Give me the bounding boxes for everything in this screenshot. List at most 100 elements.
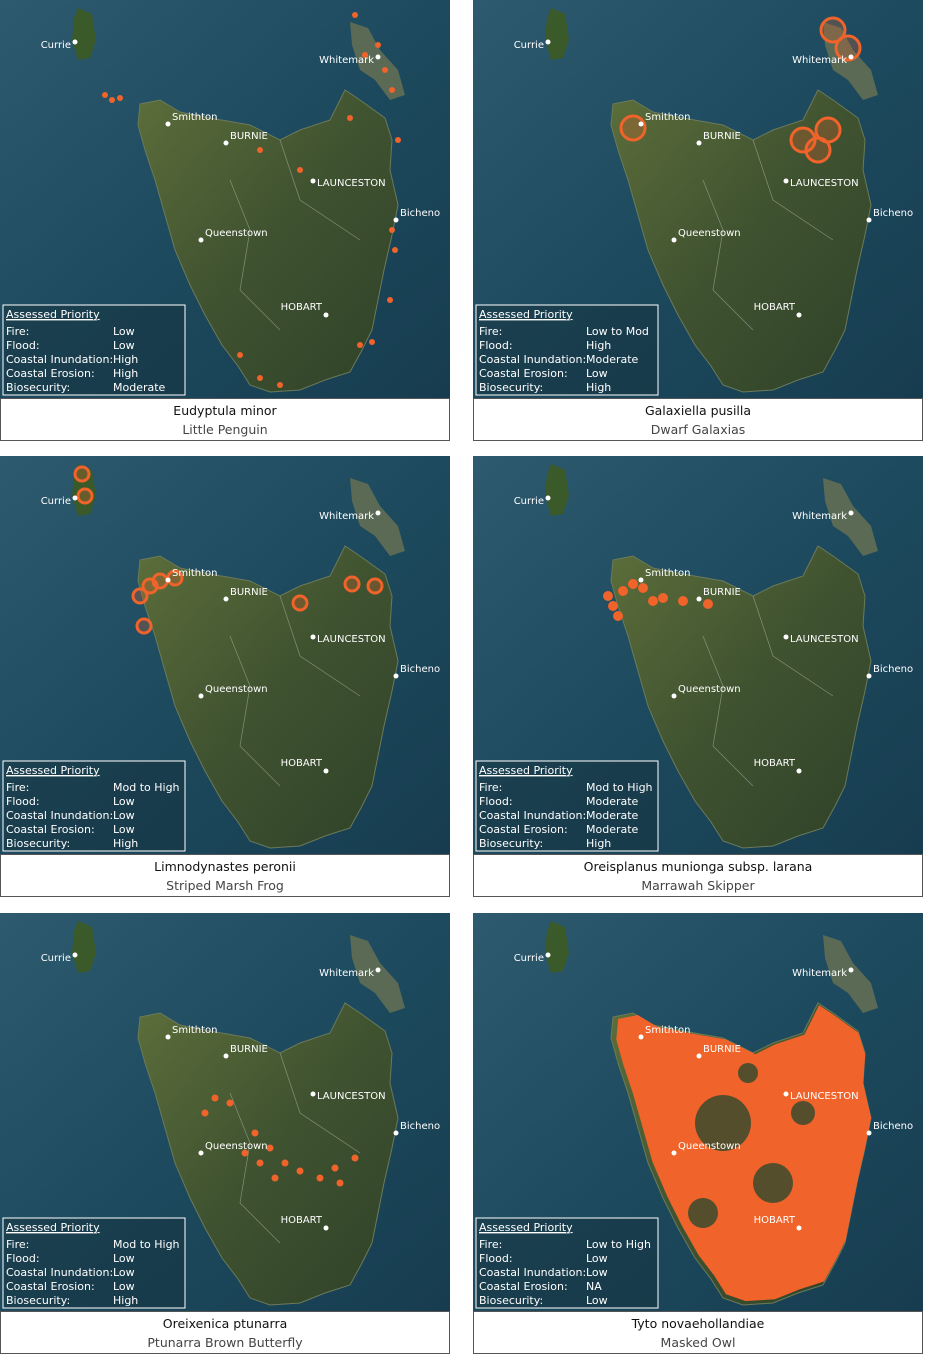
habitat-area [343, 575, 361, 593]
scientific-name: Oreixenica ptunarra [163, 1316, 288, 1331]
priority-value: Low [113, 795, 135, 808]
map-panel: Currie Whitemark Smithton BURNIE LAUNCESTON B… [473, 456, 923, 897]
priority-label: Biosecurity: [479, 837, 543, 850]
tasmania [137, 1002, 399, 1306]
caption-box [0, 398, 450, 441]
habitat-area [257, 147, 263, 153]
habitat-area [336, 1179, 344, 1187]
city-label: LAUNCESTON [790, 634, 859, 645]
common-name: Ptunarra Brown Butterfly [147, 1335, 303, 1350]
boundary [702, 139, 834, 331]
city-marker [638, 121, 644, 127]
city-label: Smithton [172, 568, 218, 579]
city-label: Bicheno [400, 664, 440, 675]
city-label: Currie [514, 953, 544, 964]
city-label: HOBART [281, 758, 323, 769]
city-label: Queenstown [678, 1141, 741, 1152]
priority-label: Coastal Erosion: [479, 823, 568, 836]
habitat-area [648, 596, 658, 606]
habitat-area [347, 115, 353, 121]
city-label: Smithton [645, 568, 691, 579]
priority-label: Coastal Inundation: [6, 353, 113, 366]
habitat-area [352, 12, 358, 18]
habitat-area [804, 136, 832, 164]
priority-label: Coastal Erosion: [6, 823, 95, 836]
tasmania [137, 89, 399, 393]
priority-label: Flood: [479, 1252, 513, 1265]
city-marker [796, 1225, 802, 1231]
city-label: BURNIE [230, 587, 268, 598]
habitat-gap [753, 1163, 793, 1203]
habitat-area [387, 297, 393, 303]
city-marker [323, 768, 329, 774]
habitat-area [102, 92, 108, 98]
priority-value: High [586, 837, 611, 850]
city-marker [323, 1225, 329, 1231]
city-marker [545, 495, 551, 501]
priority-heading: Assessed Priority [479, 1221, 573, 1234]
priority-heading: Assessed Priority [6, 764, 100, 777]
habitat-area [618, 586, 628, 596]
scientific-name: Oreisplanus munionga subsp. larana [584, 859, 813, 874]
city-label: Bicheno [873, 208, 913, 219]
scientific-name: Limnodynastes peronii [154, 859, 296, 874]
habitat-area [703, 599, 713, 609]
habitat-area [331, 1164, 339, 1172]
priority-label: Coastal Inundation: [479, 809, 586, 822]
priority-heading: Assessed Priority [479, 308, 573, 321]
priority-value: High [113, 353, 138, 366]
priority-value: Low [113, 339, 135, 352]
city-label: BURNIE [703, 131, 741, 142]
city-label: BURNIE [703, 587, 741, 598]
priority-label: Coastal Inundation: [6, 809, 113, 822]
priority-label: Flood: [6, 339, 40, 352]
city-marker [796, 768, 802, 774]
city-label: Bicheno [873, 1121, 913, 1132]
city-marker [638, 577, 644, 583]
habitat-area [256, 1159, 264, 1167]
priority-value: High [586, 381, 611, 394]
habitat-area [608, 601, 618, 611]
city-marker [848, 510, 854, 516]
city-label: LAUNCESTON [317, 1091, 386, 1102]
priority-value: Low [113, 809, 135, 822]
habitat-area [619, 114, 647, 142]
city-marker [696, 596, 702, 602]
habitat-area [297, 167, 303, 173]
habitat-area [316, 1174, 324, 1182]
city-marker [393, 217, 399, 223]
boundary [229, 595, 361, 787]
habitat-area [678, 596, 688, 606]
priority-value: High [113, 837, 138, 850]
habitat-area [281, 1159, 289, 1167]
priority-label: Biosecurity: [6, 381, 70, 394]
priority-value: Moderate [113, 381, 166, 394]
habitat-area [613, 611, 623, 621]
city-marker [223, 140, 229, 146]
priority-heading: Assessed Priority [6, 1221, 100, 1234]
city-marker [310, 634, 316, 640]
city-marker [223, 1053, 229, 1059]
habitat-area [257, 375, 263, 381]
habitat-area [382, 67, 388, 73]
common-name: Masked Owl [661, 1335, 736, 1350]
priority-label: Flood: [6, 795, 40, 808]
scientific-name: Eudyptula minor [173, 403, 277, 418]
priority-label: Fire: [6, 781, 29, 794]
priority-label: Fire: [479, 325, 502, 338]
city-marker [866, 217, 872, 223]
priority-value: Low to High [586, 1238, 651, 1251]
city-marker [323, 312, 329, 318]
habitat-area [819, 16, 847, 44]
city-label: Smithton [645, 1025, 691, 1036]
habitat-area [226, 1099, 234, 1107]
king-island [545, 464, 569, 516]
map-panel: Currie Whitemark Smithton BURNIE LAUNCESTON B… [0, 456, 450, 897]
city-label: HOBART [754, 758, 796, 769]
priority-value: Low [113, 1252, 135, 1265]
habitat-area [211, 1094, 219, 1102]
priority-label: Biosecurity: [6, 1294, 70, 1307]
scientific-name: Galaxiella pusilla [645, 403, 751, 418]
city-marker [783, 178, 789, 184]
city-label: Whitemark [319, 968, 374, 979]
